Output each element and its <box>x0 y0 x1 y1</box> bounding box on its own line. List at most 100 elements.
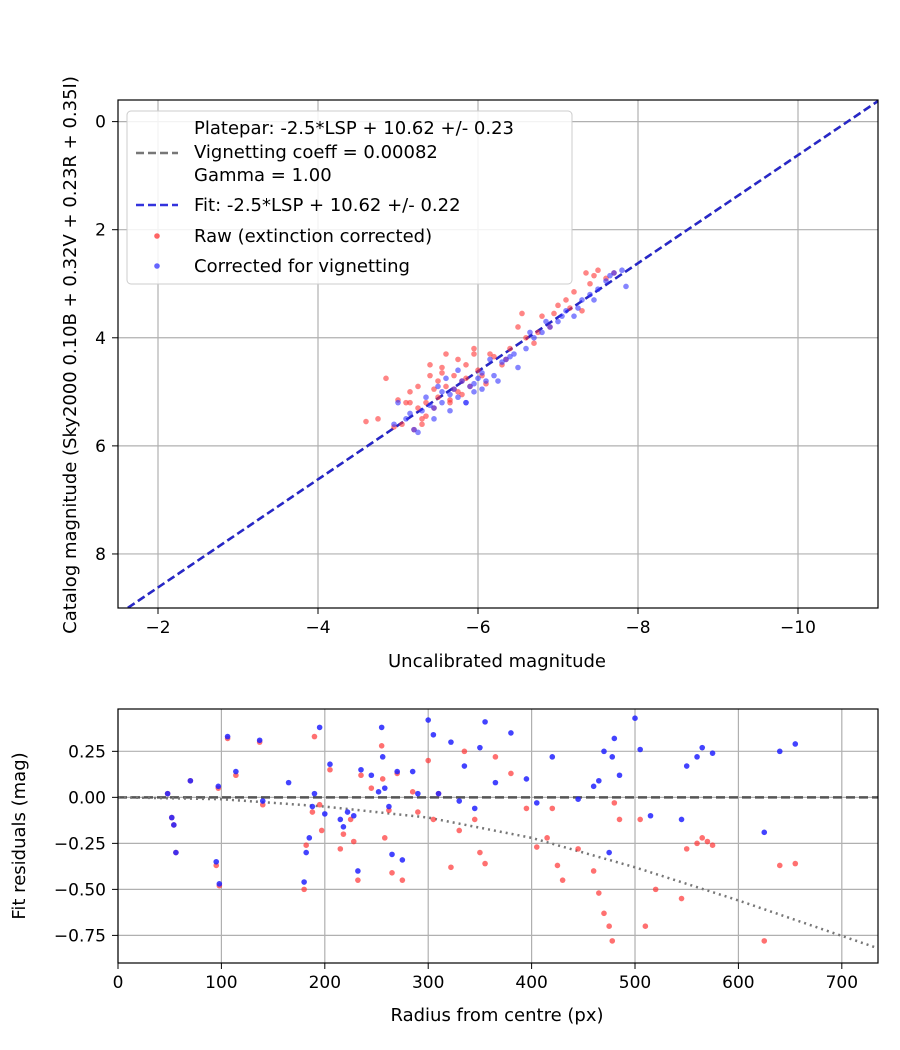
corrected-residual-point <box>606 849 612 856</box>
raw-point <box>455 356 461 363</box>
corrected-residual-point <box>683 763 690 769</box>
raw-point <box>463 375 469 382</box>
raw-point <box>407 389 413 395</box>
corrected-residual-point <box>168 814 175 821</box>
raw-point <box>399 421 405 428</box>
corrected-point <box>471 389 477 395</box>
raw-residual-point <box>379 776 386 782</box>
top-y-tick-label: 4 <box>95 329 106 349</box>
corrected-residual-point <box>616 772 623 779</box>
corrected-point <box>451 386 457 392</box>
corrected-point <box>591 297 597 303</box>
raw-point <box>567 305 573 311</box>
corrected-point <box>471 380 477 387</box>
raw-point <box>515 324 521 330</box>
raw-point <box>523 334 529 341</box>
corrected-residual-point <box>394 768 400 775</box>
corrected-point <box>563 307 569 314</box>
bottom-y-tick-label: 0.00 <box>68 788 106 808</box>
corrected-point <box>463 399 469 406</box>
corrected-point <box>479 386 485 392</box>
raw-point <box>423 399 429 406</box>
raw-point <box>383 375 389 382</box>
raw-point <box>455 389 461 395</box>
bottom-y-tick-label: −0.25 <box>54 834 106 854</box>
corrected-point <box>447 407 453 414</box>
raw-residual-point <box>316 801 323 808</box>
raw-residual-point <box>409 789 416 795</box>
raw-point <box>431 386 437 392</box>
corrected-point <box>487 356 493 363</box>
raw-residual-point <box>761 938 768 944</box>
top-x-tick-label: −10 <box>780 618 816 638</box>
legend: Platepar: -2.5*LSP + 10.62 +/- 0.23 Vign… <box>126 110 573 285</box>
raw-point <box>471 345 477 352</box>
corrected-point <box>515 364 521 371</box>
raw-residual-point <box>337 846 344 852</box>
bottom-y-tick-label: 0.25 <box>68 742 106 762</box>
raw-residual-point <box>448 864 454 871</box>
corrected-residual-point <box>164 790 171 797</box>
raw-point <box>531 340 537 346</box>
corrected-point <box>431 405 437 411</box>
raw-residual-point <box>381 835 388 841</box>
corrected-point <box>547 324 553 330</box>
corrected-point <box>503 356 509 363</box>
corrected-point <box>395 399 401 406</box>
corrected-residual-point <box>549 754 556 760</box>
raw-point <box>435 394 441 401</box>
top-x-tick-label: −2 <box>145 618 170 638</box>
bottom-x-tick-label: 200 <box>309 973 341 993</box>
raw-residual-point <box>523 805 530 812</box>
corrected-residual-point <box>596 777 602 784</box>
top-y-tick-label: 2 <box>95 221 106 241</box>
raw-residual-point <box>430 816 437 823</box>
corrected-point <box>455 394 461 401</box>
corrected-residual-point <box>285 779 292 786</box>
top-y-tick-label: 6 <box>95 437 106 457</box>
raw-residual-point <box>309 809 316 815</box>
corrected-point <box>531 334 537 341</box>
corrected-point <box>491 372 497 379</box>
bottom-lines <box>118 796 878 950</box>
raw-residual-point <box>492 754 499 760</box>
corrected-point <box>415 429 421 436</box>
corrected-residual-point <box>678 816 685 823</box>
corrected-point <box>611 270 617 276</box>
corrected-residual-point <box>456 798 463 804</box>
raw-residual-point <box>678 895 685 902</box>
corrected-point <box>499 359 505 365</box>
corrected-residual-point <box>171 822 177 828</box>
corrected-point <box>411 426 417 433</box>
corrected-point <box>391 421 397 428</box>
raw-residual-point <box>606 923 612 929</box>
corrected-residual-point <box>379 754 386 760</box>
corrected-residual-point <box>601 748 607 755</box>
corrected-point <box>595 286 601 292</box>
corrected-point <box>443 375 449 382</box>
top-y-tick-label: 0 <box>95 113 106 133</box>
corrected-residual-point <box>213 858 220 865</box>
corrected-residual-point <box>309 803 316 810</box>
bottom-x-tick-label: 100 <box>205 973 237 993</box>
corrected-residual-point <box>340 823 347 830</box>
corrected-point <box>511 351 517 357</box>
raw-residual-point <box>389 870 395 876</box>
corrected-residual-point <box>425 717 432 723</box>
raw-residual-point <box>456 827 463 834</box>
corrected-point <box>475 375 481 382</box>
corrected-point <box>423 394 429 401</box>
raw-point <box>507 345 513 352</box>
top-x-tick-label: −6 <box>465 618 490 638</box>
corrected-point <box>439 399 445 406</box>
corrected-residual-point <box>776 748 783 755</box>
bottom-x-tick-label: 400 <box>515 973 547 993</box>
raw-residual-point <box>590 868 597 874</box>
corrected-point <box>483 378 489 384</box>
raw-point <box>439 364 445 371</box>
top-lines <box>125 100 878 608</box>
raw-point <box>443 351 449 357</box>
raw-residual-point <box>683 846 690 852</box>
corrected-residual-point <box>435 790 442 797</box>
